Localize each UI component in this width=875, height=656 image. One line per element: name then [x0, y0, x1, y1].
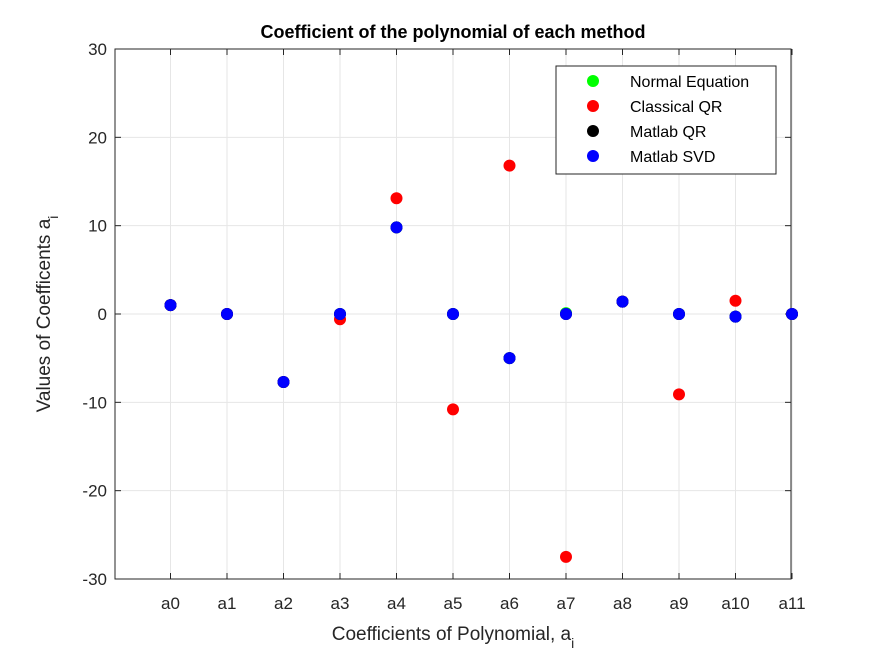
y-tick-label: -20	[82, 482, 107, 501]
point-matlab-svd	[503, 352, 516, 365]
y-tick-label: 30	[88, 40, 107, 59]
point-matlab-svd	[277, 376, 290, 389]
x-tick-label: a2	[274, 594, 293, 613]
x-tick-label: a9	[670, 594, 689, 613]
point-matlab-svd	[221, 308, 233, 320]
y-tick-label: -10	[82, 393, 107, 412]
x-tick-label: a5	[444, 594, 463, 613]
point-classical-qr	[447, 403, 459, 416]
legend-label-classical-qr: Classical QR	[630, 99, 722, 116]
x-axis-label: Coefficients of Polynomial, ai	[332, 624, 575, 651]
y-tick-label: 10	[88, 217, 107, 236]
x-tick-label: a8	[613, 594, 632, 613]
x-tick-label: a6	[500, 594, 519, 613]
y-tick-label: 20	[88, 128, 107, 147]
y-axis-label-subscript: i	[45, 216, 61, 219]
point-matlab-svd	[673, 308, 685, 320]
legend-marker-classical-qr	[587, 100, 599, 112]
x-tick-label: a0	[161, 594, 180, 613]
x-axis-ticks: a0 a1 a2 a3 a4 a5 a6 a7 a8 a9 a10 a11	[161, 49, 806, 613]
legend-marker-normal-equation	[587, 75, 599, 87]
y-axis-label: Values of Coefficents ai	[34, 216, 61, 413]
x-tick-label: a10	[721, 594, 749, 613]
point-matlab-svd	[786, 308, 798, 320]
point-classical-qr	[560, 550, 572, 563]
point-matlab-svd	[616, 295, 629, 308]
data-points	[164, 159, 798, 563]
point-matlab-svd	[390, 221, 403, 234]
legend-marker-matlab-svd	[587, 150, 599, 162]
point-classical-qr	[673, 388, 685, 401]
x-tick-label: a11	[778, 594, 805, 613]
chart-title: Coefficient of the polynomial of each me…	[260, 22, 645, 42]
x-tick-label: a1	[218, 594, 237, 613]
y-axis-ticks: -30 -20 -10 0 10 20 30	[82, 40, 791, 589]
legend-label-normal-equation: Normal Equation	[630, 74, 749, 91]
point-matlab-svd	[334, 308, 346, 320]
point-matlab-svd	[729, 310, 742, 323]
point-matlab-svd	[447, 308, 459, 320]
x-tick-label: a7	[557, 594, 576, 613]
point-classical-qr	[390, 192, 403, 205]
x-tick-label: a3	[331, 594, 350, 613]
y-tick-label: -30	[82, 570, 107, 589]
legend: Normal Equation Classical QR Matlab QR Matl…	[555, 65, 777, 175]
x-axis-label-subscript: i	[571, 635, 574, 651]
x-axis-label-main: Coefficients of Polynomial, a	[332, 624, 572, 645]
y-axis-label-main: Values of Coefficents a	[34, 218, 55, 412]
legend-marker-matlab-qr	[587, 125, 599, 137]
point-matlab-svd	[164, 299, 177, 312]
y-tick-label: 0	[98, 305, 107, 324]
point-matlab-svd	[560, 308, 572, 320]
x-tick-label: a4	[387, 594, 406, 613]
point-classical-qr	[729, 294, 742, 307]
point-classical-qr	[503, 159, 516, 172]
legend-label-matlab-qr: Matlab QR	[630, 124, 706, 141]
legend-label-matlab-svd: Matlab SVD	[630, 149, 715, 166]
